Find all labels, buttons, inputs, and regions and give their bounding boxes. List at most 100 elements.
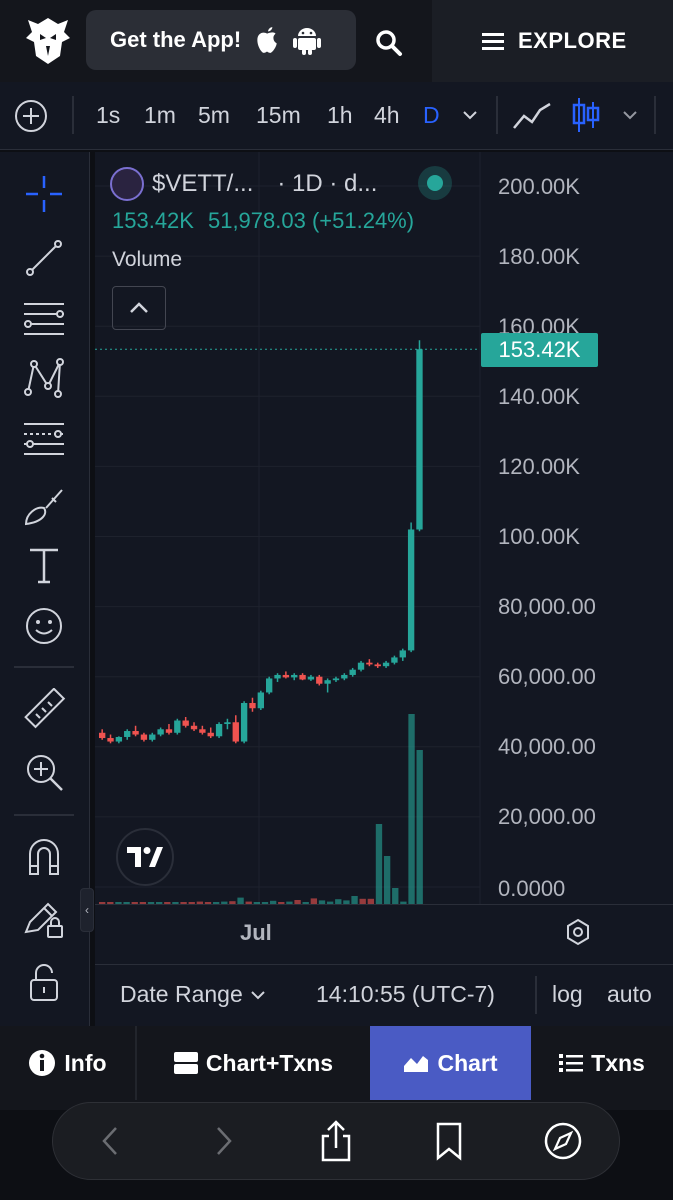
share-icon[interactable] bbox=[313, 1118, 359, 1164]
tab-info[interactable]: Info bbox=[0, 1026, 135, 1100]
price-axis-label: 0.0000 bbox=[498, 876, 566, 901]
chevron-down-icon[interactable] bbox=[622, 107, 638, 123]
magnet-icon[interactable] bbox=[22, 834, 66, 878]
tf-1h[interactable]: 1h bbox=[327, 102, 353, 128]
candle-body bbox=[341, 674, 348, 679]
tf-4h[interactable]: 4h bbox=[374, 102, 400, 128]
pattern-tool-icon[interactable] bbox=[22, 356, 66, 400]
volume-bar bbox=[416, 750, 423, 904]
volume-bar bbox=[131, 902, 138, 904]
date-range-label: Date Range bbox=[120, 981, 243, 1007]
tf-15m[interactable]: 15m bbox=[256, 102, 301, 128]
parallel-channel-icon[interactable] bbox=[22, 296, 66, 340]
tf-1d[interactable]: D bbox=[423, 102, 440, 128]
divider bbox=[654, 96, 656, 134]
collapse-toolbar-button[interactable]: ‹ bbox=[80, 888, 94, 932]
volume-bar bbox=[188, 902, 195, 904]
tradingview-logo[interactable] bbox=[116, 828, 174, 886]
volume-bar bbox=[123, 902, 130, 904]
collapse-legend-button[interactable] bbox=[112, 286, 166, 330]
candles-chart-type-icon[interactable] bbox=[570, 96, 602, 134]
explore-label: EXPLORE bbox=[518, 28, 627, 53]
volume-bar bbox=[115, 902, 122, 904]
bookmarks-icon[interactable] bbox=[426, 1118, 472, 1164]
split-view-icon bbox=[173, 1052, 198, 1074]
candle-body bbox=[366, 662, 373, 665]
tf-1m[interactable]: 1m bbox=[144, 102, 176, 128]
price-chart[interactable] bbox=[95, 152, 673, 904]
forward-icon[interactable] bbox=[200, 1118, 246, 1164]
volume-bar bbox=[375, 824, 383, 904]
candle-body bbox=[299, 674, 306, 680]
get-app-button[interactable]: Get the App! bbox=[86, 10, 356, 70]
top-bar: Get the App! EXPLORE bbox=[0, 0, 673, 82]
volume-bar bbox=[326, 901, 334, 904]
volume-bar bbox=[367, 898, 375, 904]
price-axis-label: 180.00K bbox=[498, 244, 580, 269]
chevron-down-icon[interactable] bbox=[462, 107, 478, 123]
lock-drawing-pencil-icon[interactable] bbox=[22, 896, 66, 940]
back-icon[interactable] bbox=[88, 1118, 134, 1164]
legend-symbol[interactable]: $VETT/... bbox=[152, 170, 254, 197]
candle-body bbox=[266, 678, 273, 693]
volume-bar bbox=[310, 898, 318, 904]
time-axis[interactable] bbox=[95, 904, 673, 964]
tf-1s[interactable]: 1s bbox=[96, 102, 121, 128]
text-tool-icon[interactable] bbox=[22, 544, 66, 588]
volume-bar bbox=[253, 902, 261, 904]
chevron-up-icon bbox=[130, 302, 148, 313]
candle-body bbox=[249, 702, 256, 709]
trend-line-icon[interactable] bbox=[22, 236, 66, 280]
price-axis-label: 20,000.00 bbox=[498, 804, 596, 829]
fib-retracement-icon[interactable] bbox=[22, 418, 66, 462]
ruler-icon[interactable] bbox=[22, 688, 66, 732]
price-axis-label: 100.00K bbox=[498, 524, 580, 549]
tf-5m[interactable]: 5m bbox=[198, 102, 230, 128]
candle-body bbox=[165, 729, 173, 733]
candle-body bbox=[257, 692, 264, 709]
candle-body bbox=[149, 734, 156, 740]
candle-body bbox=[232, 722, 239, 742]
tab-chart-txns[interactable]: Chart+Txns bbox=[137, 1026, 370, 1100]
explore-button[interactable]: EXPLORE bbox=[432, 0, 673, 82]
brush-icon[interactable] bbox=[22, 484, 66, 528]
search-icon[interactable] bbox=[374, 28, 404, 58]
clock-timezone[interactable]: 14:10:55 (UTC-7) bbox=[316, 981, 495, 1007]
candle-body bbox=[174, 720, 181, 733]
eagle-logo-icon[interactable] bbox=[20, 12, 76, 68]
candle-body bbox=[99, 732, 106, 739]
candle-body bbox=[199, 729, 206, 733]
candle-body bbox=[207, 732, 214, 737]
candle-body bbox=[407, 529, 415, 651]
candle-body bbox=[215, 724, 223, 737]
zoom-in-icon[interactable] bbox=[22, 750, 66, 794]
log-scale-button[interactable]: log bbox=[552, 981, 583, 1007]
crosshair-icon[interactable] bbox=[22, 172, 66, 216]
info-icon bbox=[29, 1050, 56, 1076]
live-status-icon bbox=[418, 166, 452, 200]
line-chart-type-icon[interactable] bbox=[512, 100, 552, 132]
date-range-button[interactable]: Date Range bbox=[120, 981, 265, 1008]
divider bbox=[135, 1026, 137, 1100]
candle-body bbox=[332, 678, 340, 681]
emoji-icon[interactable] bbox=[22, 604, 66, 648]
chart-pane[interactable] bbox=[95, 152, 673, 1026]
auto-scale-button[interactable]: auto bbox=[607, 981, 652, 1007]
tab-chart[interactable]: Chart bbox=[370, 1026, 531, 1100]
candle-body bbox=[140, 734, 148, 740]
unlock-icon[interactable] bbox=[22, 960, 66, 1004]
legend-volume-label[interactable]: Volume bbox=[112, 248, 183, 271]
add-indicator-icon[interactable] bbox=[14, 99, 48, 133]
price-axis-label: 200.00K bbox=[498, 174, 580, 199]
volume-bar bbox=[221, 901, 228, 904]
settings-icon[interactable] bbox=[564, 918, 592, 946]
candle-body bbox=[374, 664, 381, 667]
toolbar-divider bbox=[14, 666, 74, 668]
get-app-label: Get the App! bbox=[110, 27, 242, 52]
candle-body bbox=[282, 674, 290, 678]
compass-icon[interactable] bbox=[540, 1118, 586, 1164]
tradingview-logo-icon bbox=[127, 847, 163, 867]
legend-last: 153.42K bbox=[112, 208, 194, 233]
candle-body bbox=[382, 662, 390, 667]
tab-txns[interactable]: Txns bbox=[531, 1026, 673, 1100]
